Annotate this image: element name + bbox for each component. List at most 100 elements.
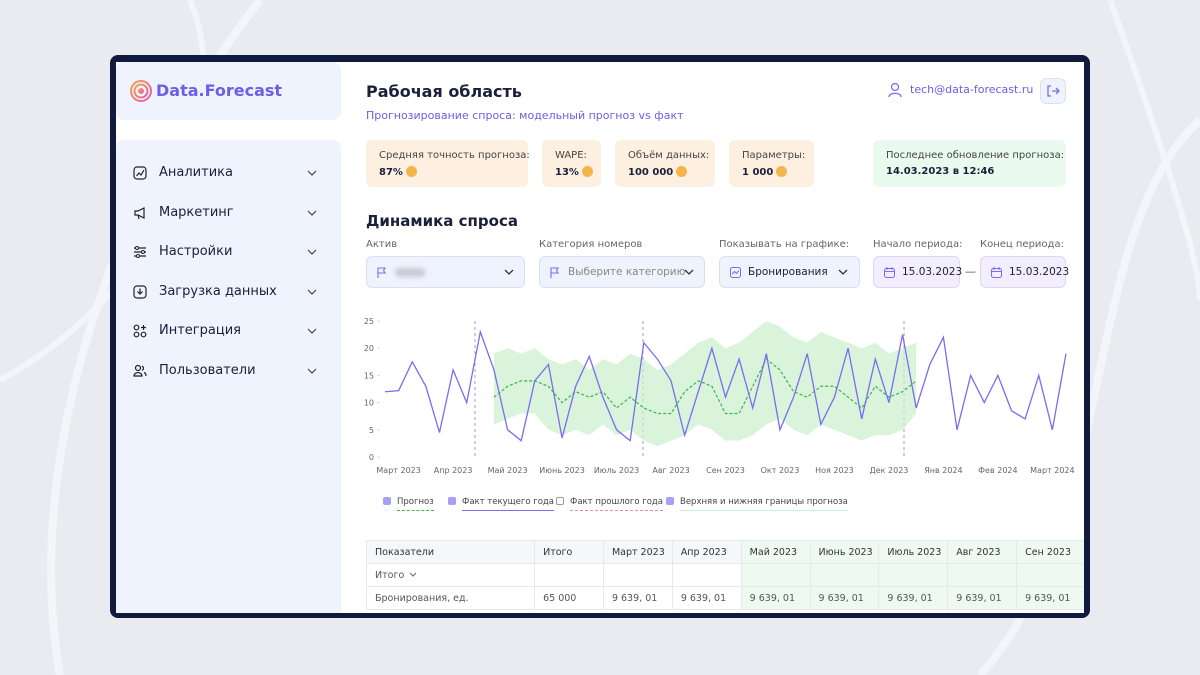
- kpi-label: WAPE:: [555, 150, 587, 161]
- filter-label: Категория номеров: [539, 239, 643, 250]
- legend-label: Прогноз: [397, 497, 434, 511]
- section-title: Динамика спроса: [366, 212, 518, 230]
- legend-checkbox[interactable]: [666, 497, 674, 505]
- update-card: Последнее обновление прогноза: 14.03.2023…: [873, 140, 1066, 187]
- logout-button[interactable]: [1040, 78, 1066, 104]
- kpi-value: 1 000: [742, 166, 788, 178]
- x-tick-label: Янв 2024: [924, 466, 962, 475]
- kpi-card: Средняя точность прогноза: 87%: [366, 140, 530, 187]
- demand-chart: 0 5 10 15 20 25 Март 2023 Апр 2023 Май 2023 Июнь …: [364, 317, 1075, 475]
- calendar-icon: [884, 267, 895, 278]
- y-tick-label: 20: [364, 344, 374, 353]
- info-icon[interactable]: [776, 166, 788, 177]
- logo-icon: [130, 80, 152, 102]
- filter-label: Показывать на графике:: [719, 239, 850, 250]
- kpi-value-text: 87%: [379, 167, 403, 178]
- asset-select[interactable]: [366, 256, 525, 288]
- nav-item[interactable]: Интеграция: [116, 318, 341, 346]
- legend-item[interactable]: Факт прошлого года: [556, 497, 663, 511]
- x-tick-label: Июнь 2023: [539, 466, 585, 475]
- flag-icon: [550, 267, 559, 278]
- date-value: 15.03.2023: [902, 266, 963, 278]
- kpi-value-text: 1 000: [742, 167, 774, 178]
- legend-item[interactable]: Верхняя и нижняя границы прогноза: [666, 497, 848, 511]
- show-select[interactable]: Бронирования: [719, 256, 860, 288]
- kpi-card: WAPE: 13%: [542, 140, 601, 187]
- table-cell: [534, 563, 604, 587]
- x-tick-label: Авг 2023: [652, 466, 689, 475]
- info-icon[interactable]: [581, 166, 593, 177]
- start-date[interactable]: 15.03.2023: [873, 256, 963, 288]
- data-table: Показатели Итого Март 2023 Апр 2023 Май 2023…: [365, 540, 1084, 610]
- update-value: 14.03.2023 в 12:46: [886, 166, 995, 177]
- legend-item[interactable]: Прогноз: [383, 497, 434, 511]
- x-tick-label: Ноя 2023: [815, 466, 854, 475]
- table-header-cell: Май 2023: [740, 540, 811, 564]
- flag-icon: [377, 267, 386, 278]
- nav-icon: [133, 364, 147, 377]
- end-date[interactable]: 15.03.2023: [980, 256, 1069, 288]
- legend-label: Верхняя и нижняя границы прогноза: [680, 497, 848, 511]
- nav-label: Загрузка данных: [159, 284, 277, 299]
- nav-item[interactable]: Настройки: [116, 239, 341, 267]
- x-tick-label: Сен 2023: [706, 466, 745, 475]
- nav-label: Настройки: [159, 244, 233, 259]
- table-cell: 9 639, 01: [947, 586, 1018, 610]
- kpi-value: 100 000: [628, 166, 688, 178]
- nav-label: Пользователи: [159, 363, 256, 378]
- series-line: [384, 329, 1067, 442]
- table-cell: 9 639, 01: [878, 586, 949, 610]
- legend-item[interactable]: Факт текущего года: [448, 497, 555, 511]
- chevron: [307, 170, 317, 176]
- table-header-cell: Показатели: [365, 540, 536, 564]
- table-cell: 9 639, 01: [1016, 586, 1084, 610]
- nav-icon: [133, 324, 147, 338]
- nav-item[interactable]: Загрузка данных: [116, 279, 341, 307]
- nav-icon: [134, 246, 146, 258]
- update-label: Последнее обновление прогноза:: [886, 150, 1065, 161]
- table-cell[interactable]: Итого: [365, 563, 536, 587]
- table-header-cell: Итого: [534, 540, 604, 564]
- chevron: [684, 269, 694, 275]
- table-header-cell: Сен 2023: [1016, 540, 1084, 564]
- legend-checkbox[interactable]: [556, 497, 564, 505]
- category-select[interactable]: Выберите категорию: [539, 256, 705, 288]
- kpi-label: Средняя точность прогноза:: [379, 150, 530, 161]
- table-row: Бронирования, ед. 65 000 9 639, 01 9 639, 0…: [365, 586, 1084, 610]
- legend-checkbox[interactable]: [383, 497, 391, 505]
- nav-item[interactable]: Маркетинг: [116, 200, 341, 228]
- chevron: [838, 269, 848, 275]
- x-tick-label: Фев 2024: [978, 466, 1017, 475]
- table-cell: [809, 563, 880, 587]
- nav-card: [116, 140, 341, 613]
- legend-checkbox[interactable]: [448, 497, 456, 505]
- page-subtitle: Прогнозирование спроса: модельный прогно…: [366, 109, 684, 122]
- info-icon[interactable]: [676, 166, 688, 177]
- user-email[interactable]: tech@data-forecast.ru: [910, 83, 1034, 96]
- x-tick-label: Окт 2023: [761, 466, 800, 475]
- nav-item[interactable]: Пользователи: [116, 358, 341, 386]
- nav-icon: [134, 207, 145, 220]
- chevron: [409, 572, 417, 577]
- table-cell: 65 000: [534, 586, 604, 610]
- calendar-icon: [991, 267, 1002, 278]
- table-header-cell: Апр 2023: [671, 540, 742, 564]
- y-tick-label: 10: [364, 399, 374, 408]
- chart-icon: [730, 267, 741, 278]
- page-title: Рабочая область: [366, 82, 522, 101]
- table-group-row: Итого: [365, 563, 1084, 587]
- nav-label: Интеграция: [159, 323, 241, 338]
- forecast-band: [493, 321, 917, 447]
- period-separator: —: [965, 265, 976, 278]
- info-icon[interactable]: [405, 166, 417, 177]
- nav-icon: [133, 166, 147, 180]
- table-cell: [671, 563, 742, 587]
- table-cell: Бронирования, ед.: [365, 586, 536, 610]
- kpi-card: Объём данных: 100 000: [615, 140, 715, 187]
- kpi-value-text: 13%: [555, 167, 579, 178]
- kpi-value-text: 100 000: [628, 167, 674, 178]
- nav-icon: [133, 285, 147, 299]
- nav-item[interactable]: Аналитика: [116, 160, 341, 188]
- table-cell: 9 639, 01: [809, 586, 880, 610]
